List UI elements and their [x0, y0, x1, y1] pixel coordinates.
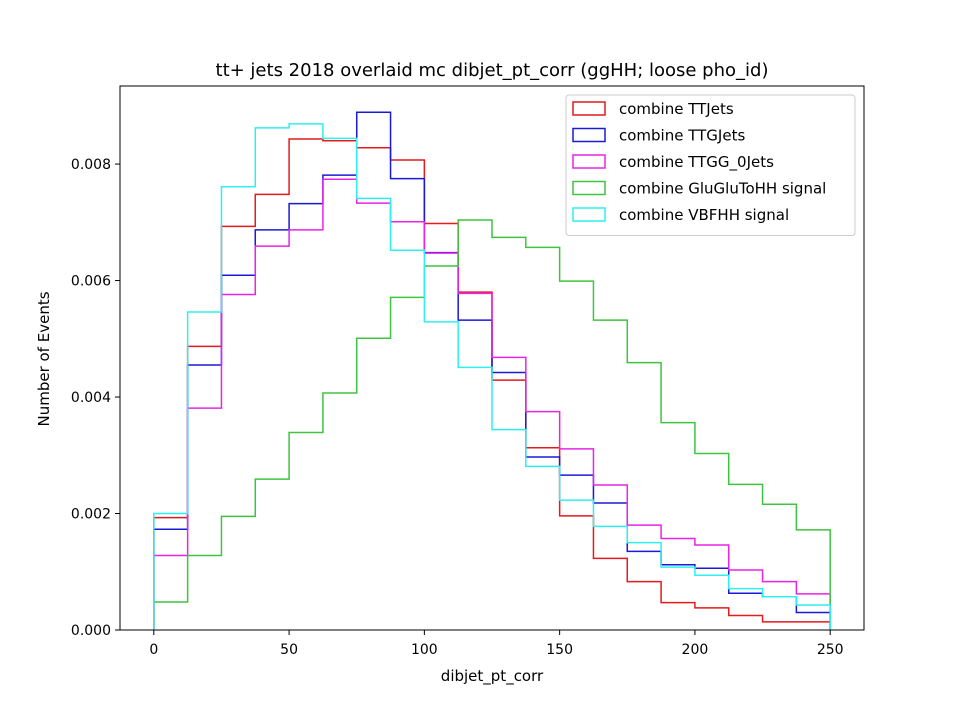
legend-label: combine TTGG_0Jets: [619, 153, 774, 172]
y-tick-label: 0.006: [71, 274, 111, 290]
legend-swatch: [572, 154, 606, 169]
y-tick-label: 0.002: [71, 507, 111, 523]
legend-swatch: [572, 180, 606, 196]
chart-title: tt+ jets 2018 overlaid mc dibjet_pt_corr…: [216, 60, 769, 81]
x-tick-label: 100: [411, 642, 438, 658]
x-tick-label: 50: [280, 642, 298, 658]
legend-label: combine TTJets: [619, 100, 734, 118]
x-axis-title: dibjet_pt_corr: [441, 667, 544, 686]
legend: combine TTJets combine TTGJets combine TTG…: [565, 94, 856, 236]
legend-swatch: [572, 207, 606, 222]
y-tick-label: 0.008: [71, 157, 111, 173]
legend-swatch: [572, 127, 606, 143]
y-axis-title: Number of Events: [35, 291, 53, 426]
x-tick-label: 150: [546, 642, 573, 658]
series-1-step-line: [153, 138, 831, 630]
legend-box: [565, 94, 856, 236]
legend-label: combine GluGluToHH signal: [619, 180, 826, 198]
series-4-step-line: [153, 219, 831, 630]
y-tick-label: 0.000: [71, 623, 111, 639]
x-tick-label: 200: [682, 642, 709, 658]
series-5-step-line: [153, 123, 831, 630]
y-tick-label: 0.004: [71, 390, 111, 406]
x-tick-label: 250: [817, 642, 844, 658]
plot-area: 0 50 100 150 200 250 0.000 0.002 0.004 0.006 0.008: [71, 85, 865, 658]
axes-frame: [119, 85, 865, 631]
legend-label: combine VBFHH signal: [619, 206, 789, 224]
legend-swatch: [572, 101, 606, 116]
series-3-step-line: [153, 178, 831, 630]
legend-label: combine TTGJets: [619, 127, 745, 145]
x-tick-label: 0: [149, 642, 158, 658]
